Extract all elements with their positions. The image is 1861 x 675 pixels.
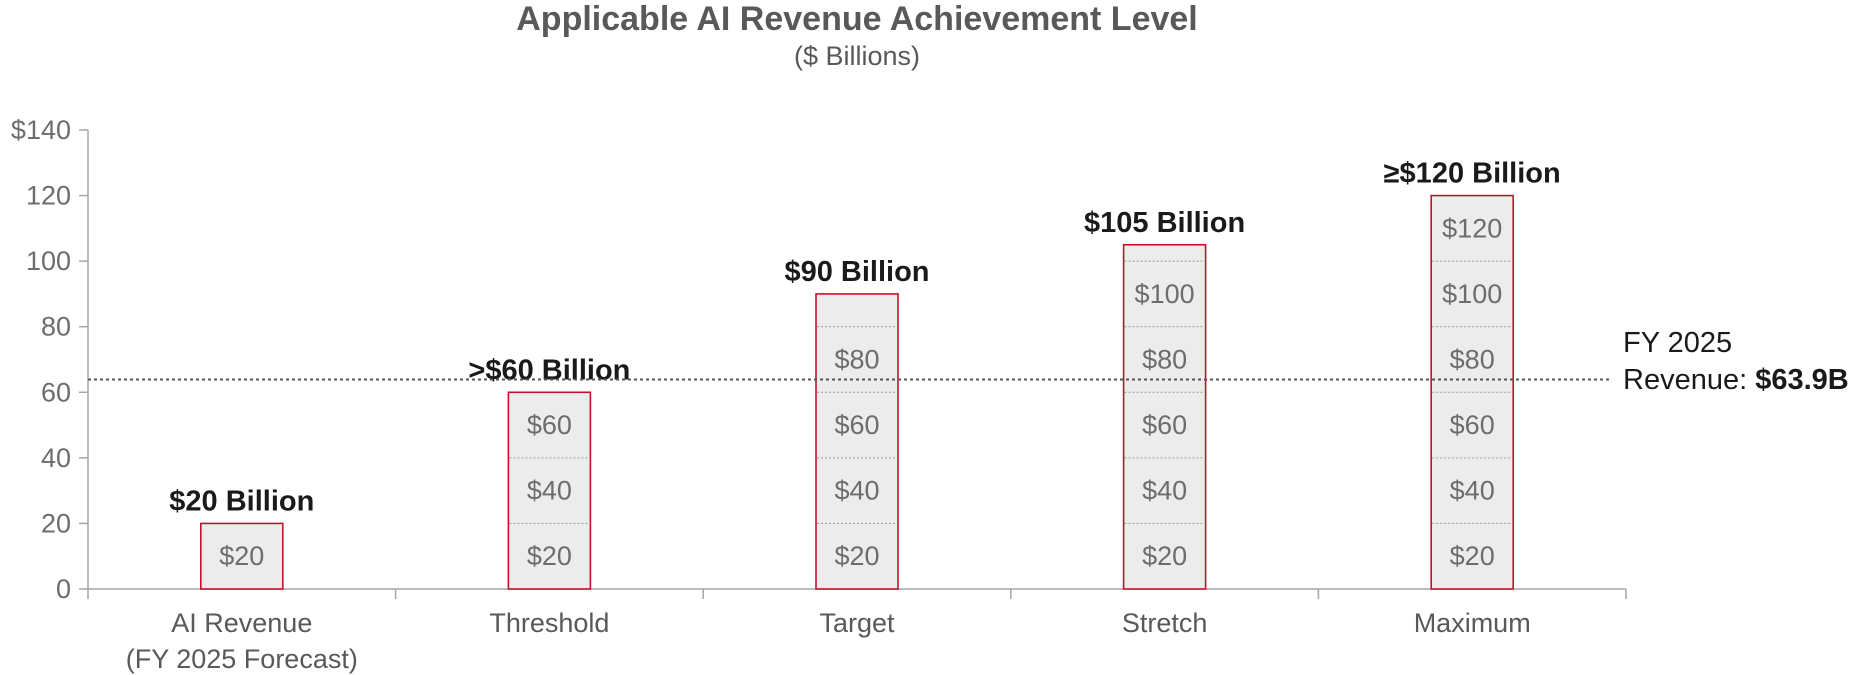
bar-group: $20 $20 Billion [169, 485, 314, 590]
segment-label: $80 [1142, 345, 1187, 375]
x-category-label: AI Revenue [171, 608, 312, 638]
y-tick-label: 0 [56, 574, 71, 604]
bar-value-label: $90 Billion [784, 256, 929, 288]
segment-label: $60 [1142, 410, 1187, 440]
axes: $140 120 100 80 60 40 20 0 AI Revenue (FY 2025 Fo… [11, 115, 1627, 674]
segment-label: $20 [1142, 541, 1187, 571]
segment-label: $60 [1450, 410, 1495, 440]
segment-label: $120 [1442, 213, 1502, 243]
segment-label: $40 [1142, 476, 1187, 506]
y-tick-label: 20 [41, 508, 71, 538]
x-category-label: Target [819, 608, 895, 638]
segment-label: $80 [1450, 345, 1495, 375]
chart-subtitle: ($ Billions) [794, 41, 920, 71]
y-tick-label: 80 [41, 312, 71, 342]
bars: $20 $20 Billion $20 $40 $60 >$60 Billion $20 $4… [169, 158, 1561, 590]
reference-label-prefix: Revenue: [1623, 364, 1755, 396]
y-tick-label: 100 [26, 246, 71, 276]
bar-value-label: $105 Billion [1084, 207, 1245, 239]
segment-label: $60 [527, 410, 572, 440]
reference-label-value: $63.9B [1755, 364, 1849, 396]
segment-label: $100 [1442, 279, 1502, 309]
bar-value-label: ≥$120 Billion [1384, 158, 1561, 190]
bar-value-label: $20 Billion [169, 485, 314, 517]
bar-value-label: >$60 Billion [468, 354, 630, 386]
reference-line-group: FY 2025 Revenue: $63.9B [88, 327, 1849, 396]
segment-label: $40 [1450, 476, 1495, 506]
bar [507, 391, 592, 590]
segment-label: $40 [527, 476, 572, 506]
y-tick-label: $140 [11, 115, 71, 145]
x-category-label: Maximum [1414, 608, 1531, 638]
bar [1122, 243, 1207, 590]
bar [815, 293, 899, 590]
bar-group: $20 $40 $60 $80 $90 Billion [784, 256, 930, 590]
segment-label: $20 [219, 541, 264, 571]
y-tick-label: 40 [41, 443, 71, 473]
x-category-label: Threshold [489, 608, 609, 638]
bar-group: $20 $40 $60 $80 $100 $120 ≥$120 Billion [1384, 158, 1561, 590]
segment-label: $100 [1135, 279, 1195, 309]
x-category-label: (FY 2025 Forecast) [126, 644, 358, 674]
chart-title: Applicable AI Revenue Achievement Level [516, 0, 1198, 38]
segment-label: $80 [834, 345, 879, 375]
y-tick-label: 120 [26, 181, 71, 211]
bar-group: $20 $40 $60 >$60 Billion [468, 354, 630, 590]
segment-label: $60 [834, 410, 879, 440]
x-category-label: Stretch [1122, 608, 1208, 638]
segment-label: $40 [834, 476, 879, 506]
y-tick-label: 60 [41, 377, 71, 407]
segment-label: $20 [527, 541, 572, 571]
reference-label-line2: Revenue: $63.9B [1623, 364, 1849, 396]
bar [200, 522, 284, 590]
reference-label-line1: FY 2025 [1623, 327, 1732, 359]
segment-label: $20 [834, 541, 879, 571]
bar-group: $20 $40 $60 $80 $100 $105 Billion [1084, 207, 1245, 590]
segment-label: $20 [1450, 541, 1495, 571]
